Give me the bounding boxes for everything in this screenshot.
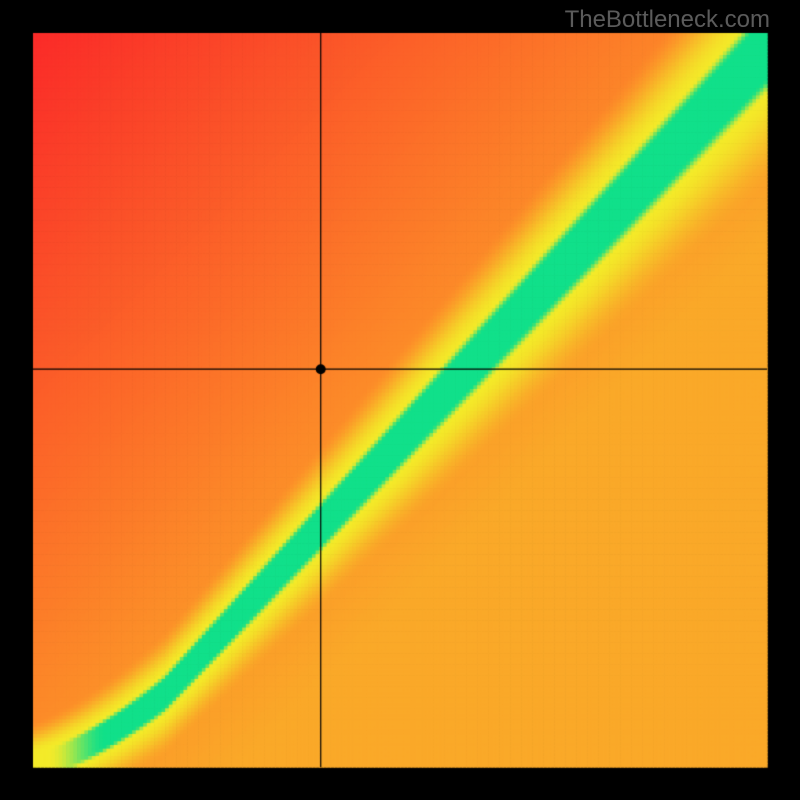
bottleneck-heatmap [0,0,800,800]
chart-container: TheBottleneck.com [0,0,800,800]
watermark-text: TheBottleneck.com [565,6,770,34]
